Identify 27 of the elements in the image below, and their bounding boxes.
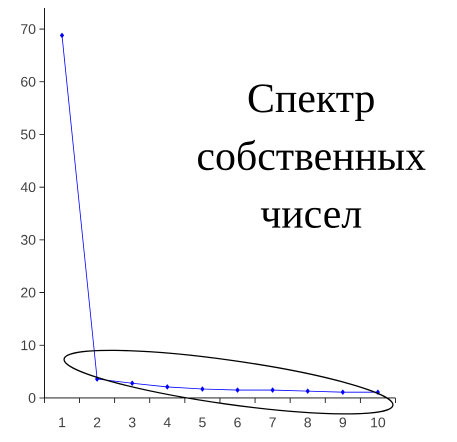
y-tick-label: 60 [21, 76, 36, 87]
x-tick-label: 9 [340, 417, 346, 428]
y-tick-label: 40 [20, 182, 36, 192]
y-tick-label: 70 [21, 24, 36, 34]
x-tick-label: 2 [94, 417, 100, 428]
x-tick-label: 1 [59, 418, 66, 428]
x-tick-label: 7 [269, 418, 276, 428]
point [270, 387, 275, 393]
point [340, 390, 345, 395]
point [130, 380, 134, 386]
y-tick-label: 50 [20, 130, 36, 140]
y-tick-label: 0 [28, 393, 36, 403]
point [200, 386, 204, 392]
y-tick-label: 10 [21, 340, 36, 350]
y-tick-label: 20 [21, 288, 36, 298]
x-tick-label: 10 [371, 417, 386, 428]
point [60, 32, 64, 38]
point [165, 384, 170, 390]
y-tick-label: 30 [20, 234, 36, 245]
x-tick-label: 4 [164, 418, 171, 428]
x-tick-label: 3 [128, 417, 136, 428]
x-tick-label: 5 [199, 418, 206, 428]
x-tick-label: 6 [234, 417, 241, 428]
point [235, 387, 240, 393]
point [306, 388, 310, 394]
x-tick-label: 8 [304, 417, 311, 428]
text: Спектр собственных чисел [198, 84, 426, 228]
